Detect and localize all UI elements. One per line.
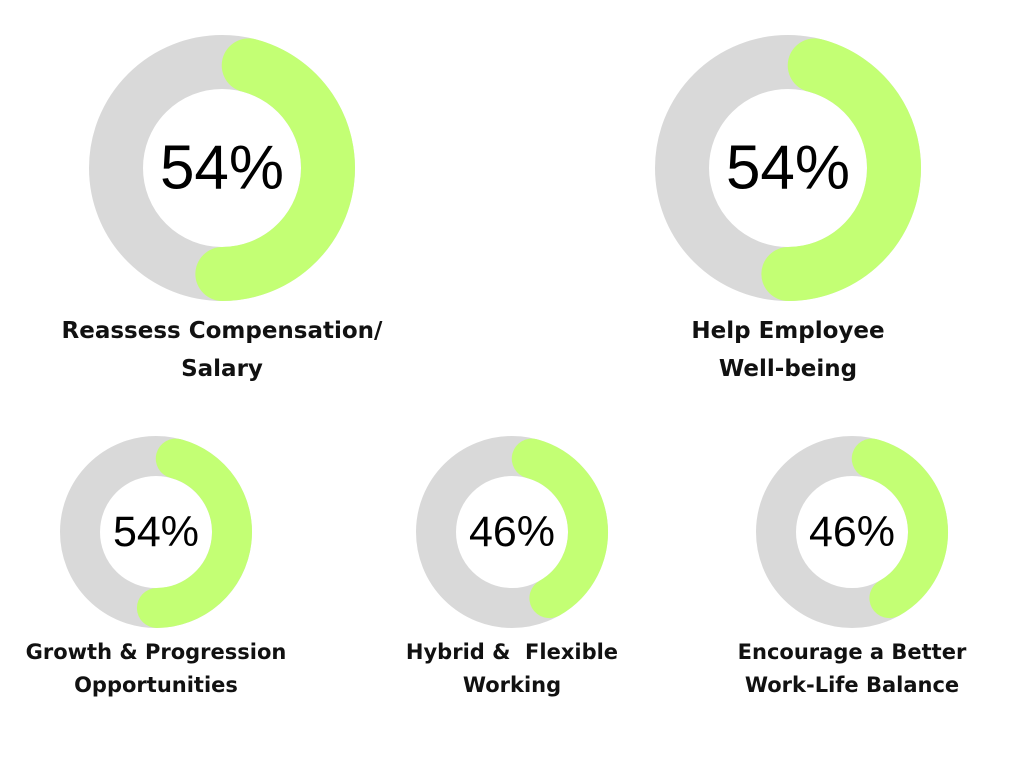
donut-chart: 54% (60, 436, 252, 628)
donut-chart: 46% (756, 436, 948, 628)
donut-caption-line: Work-Life Balance (744, 673, 960, 697)
donut-percent-label: 54% (160, 134, 284, 203)
donut-progress-arc (136, 438, 252, 628)
donut-caption-line: Reassess Compensation/ (61, 318, 383, 344)
donut-percent-label: 46% (469, 508, 555, 556)
donut-progress-arc (195, 38, 355, 301)
donut-card-hybrid: 46% Hybrid & Flexible Working (406, 436, 618, 706)
donut-caption-line: Growth & Progression (25, 640, 287, 664)
donut-card-growth: 54% Growth & Progression Opportunities (26, 436, 286, 706)
donut-percent-label: 54% (113, 508, 199, 556)
donut-caption-line: Well-being (718, 356, 858, 382)
donut-percent-label: 46% (809, 508, 895, 556)
donut-caption: Encourage a Better Work-Life Balance (652, 636, 1024, 702)
donut-caption-line: Opportunities (74, 673, 238, 697)
donut-caption: Growth & Progression Opportunities (0, 636, 356, 702)
donut-caption: Reassess Compensation/ Salary (0, 312, 456, 388)
donut-progress-arc (511, 438, 608, 619)
donut-caption: Help Employee Well-being (554, 312, 1022, 388)
donut-chart: 54% (655, 35, 921, 301)
donut-progress-arc (851, 438, 948, 619)
donut-caption-line: Encourage a Better (737, 640, 967, 664)
donut-chart: 46% (416, 436, 608, 628)
donut-progress-arc (761, 38, 921, 301)
donut-card-compensation: 54% Reassess Compensation/ Salary (62, 34, 382, 384)
donut-caption-line: Salary (181, 356, 263, 382)
donut-caption: Hybrid & Flexible Working (312, 636, 712, 702)
donut-card-worklife: 46% Encourage a Better Work-Life Balance (738, 436, 966, 706)
donut-caption-line: Help Employee (691, 318, 885, 344)
donut-card-wellbeing: 54% Help Employee Well-being (654, 34, 922, 384)
donut-caption-line: Working (462, 673, 562, 697)
donut-percent-label: 54% (726, 134, 850, 203)
donut-caption-line: Hybrid & Flexible (405, 640, 619, 664)
donut-chart: 54% (89, 35, 355, 301)
